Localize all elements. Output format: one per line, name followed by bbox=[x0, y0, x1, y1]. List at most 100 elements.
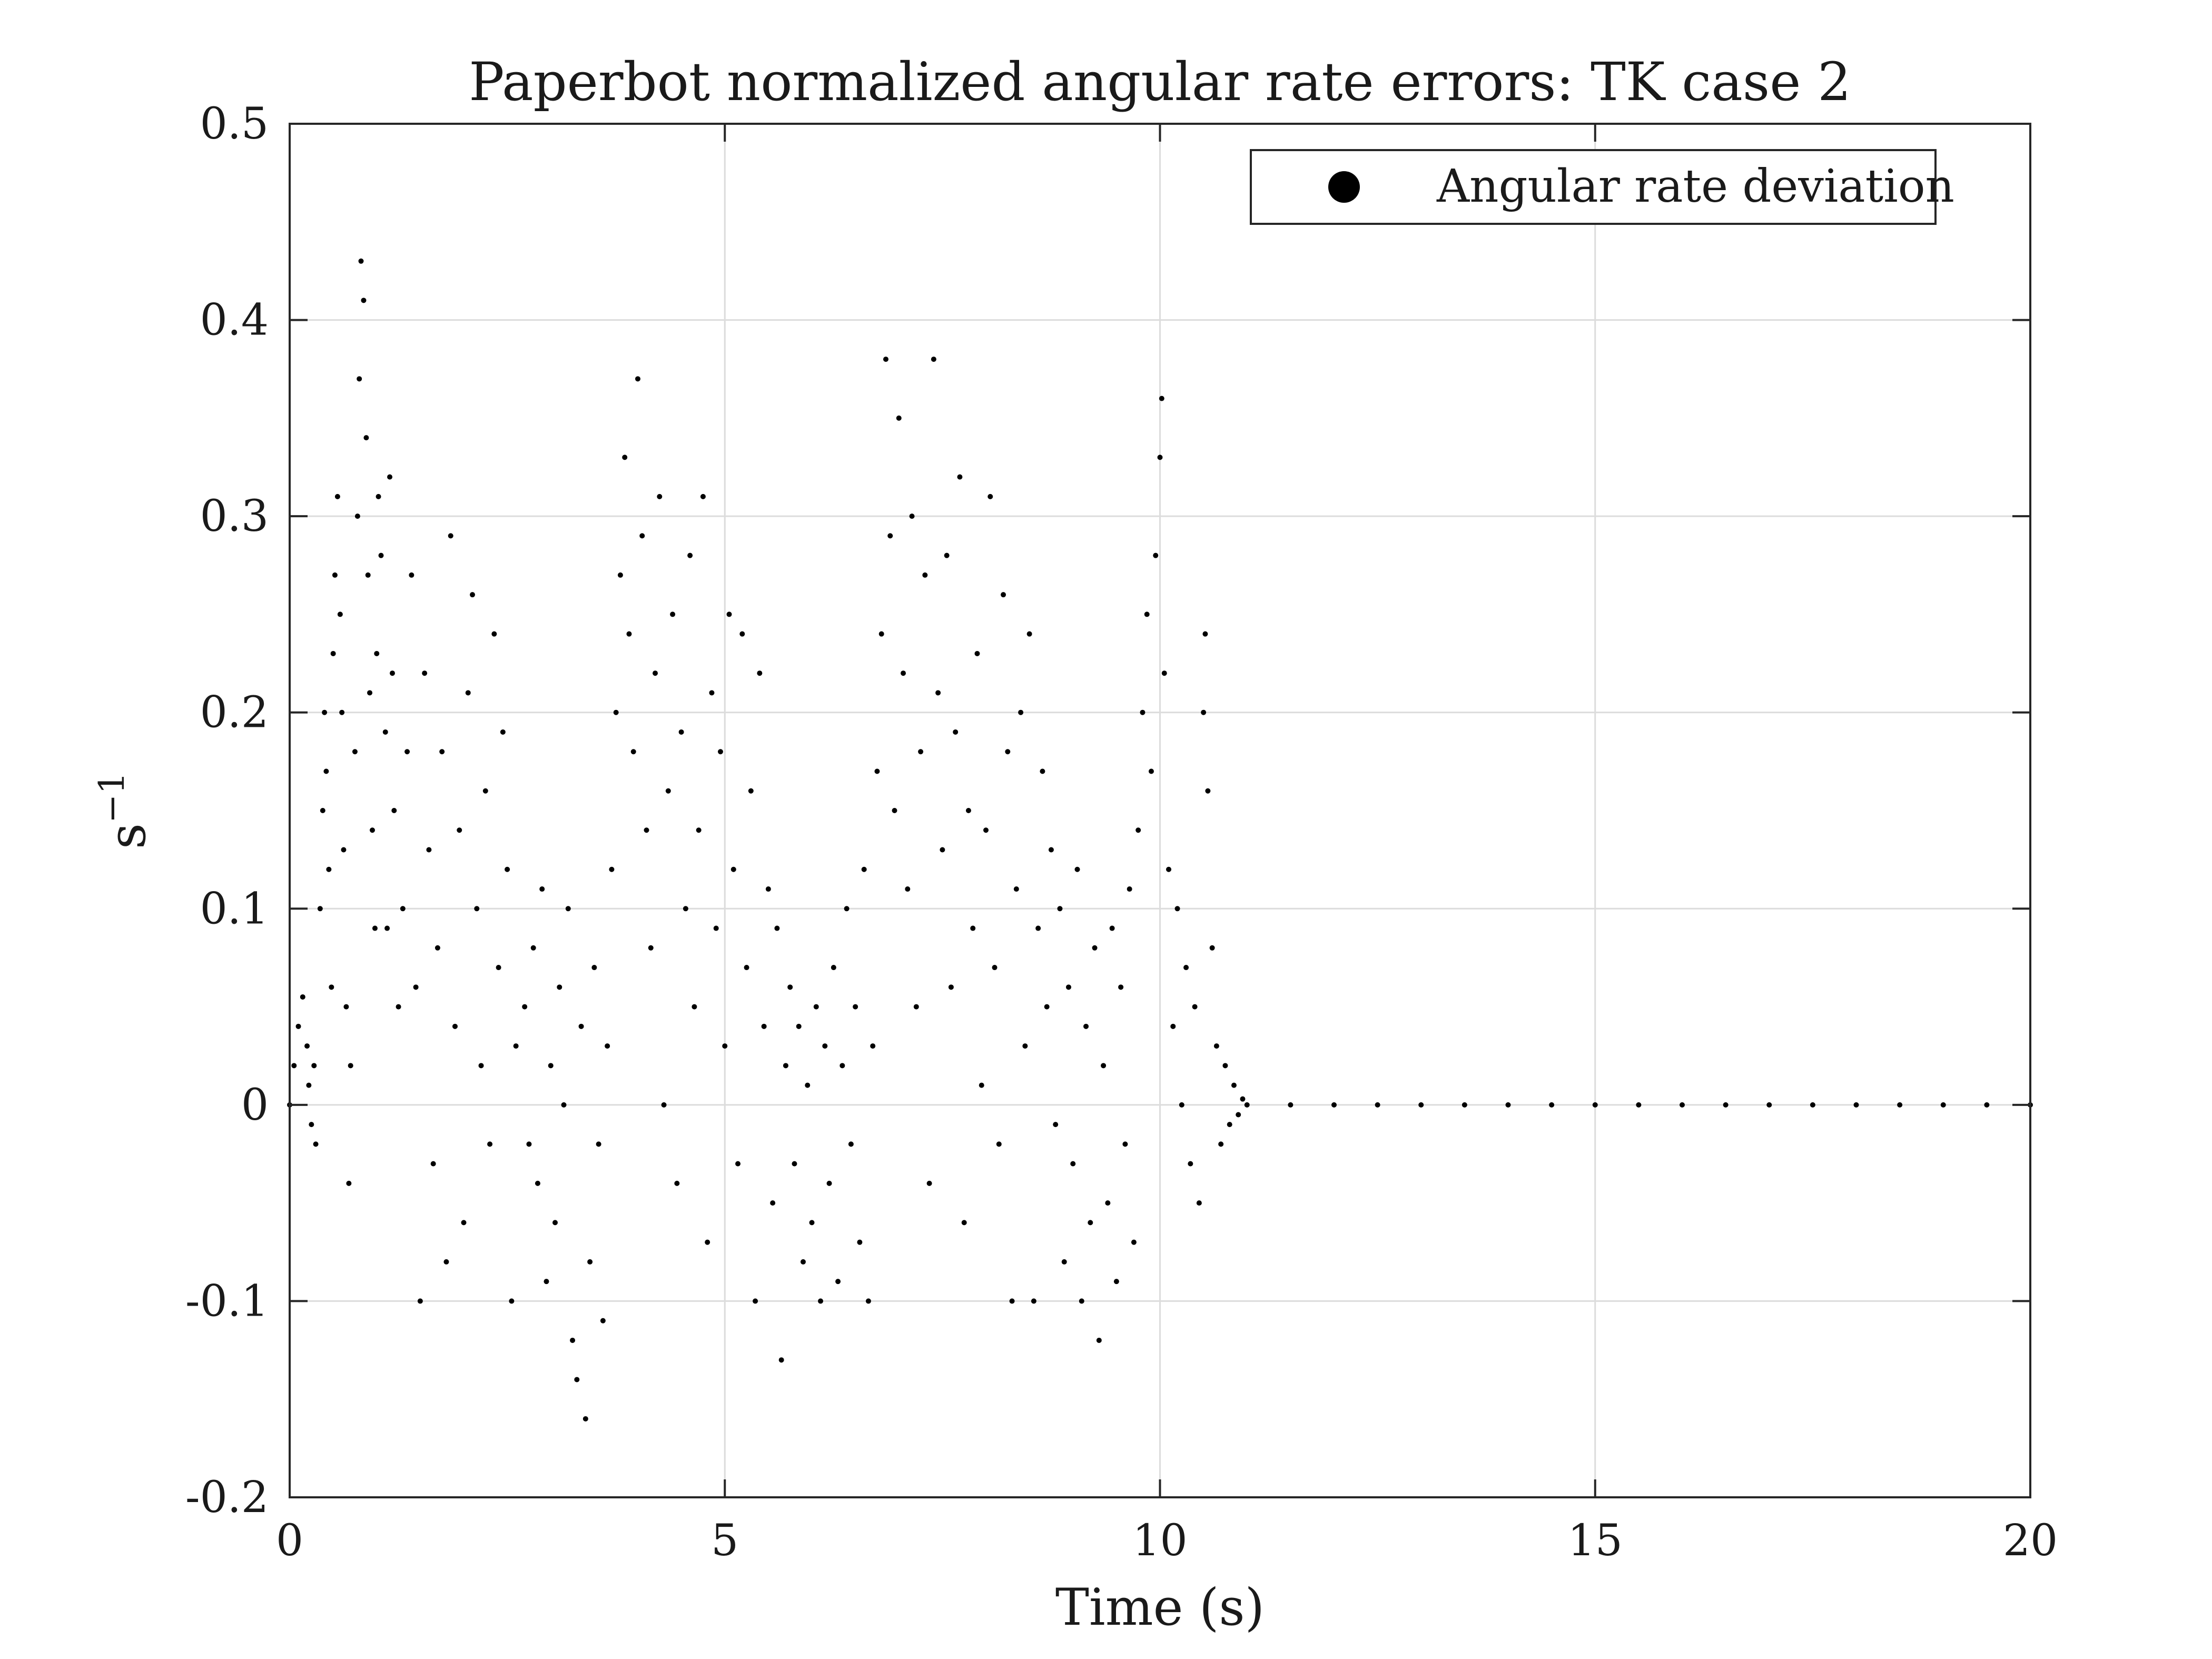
data-point bbox=[409, 572, 414, 578]
data-point bbox=[317, 906, 323, 912]
data-point bbox=[339, 709, 345, 715]
data-point bbox=[457, 827, 462, 833]
data-point bbox=[326, 866, 332, 872]
data-point bbox=[757, 670, 763, 676]
data-point bbox=[1092, 945, 1098, 951]
data-point bbox=[887, 533, 893, 539]
data-point bbox=[709, 690, 715, 696]
data-point bbox=[365, 572, 371, 578]
data-point bbox=[332, 572, 338, 578]
data-point bbox=[334, 493, 340, 499]
data-point bbox=[626, 631, 632, 637]
data-point bbox=[1065, 984, 1071, 990]
axis-ticks bbox=[289, 123, 2031, 1498]
data-point bbox=[1227, 1122, 1232, 1128]
data-point bbox=[1240, 1096, 1246, 1102]
data-point bbox=[323, 768, 329, 774]
data-point bbox=[1331, 1102, 1337, 1108]
data-point bbox=[918, 749, 924, 755]
data-point bbox=[548, 1063, 554, 1069]
data-point bbox=[1201, 709, 1207, 715]
data-point bbox=[1148, 768, 1154, 774]
data-point bbox=[478, 1063, 484, 1069]
data-point bbox=[653, 670, 658, 676]
data-point bbox=[369, 827, 375, 833]
data-point bbox=[426, 847, 432, 853]
y-tick-label: 0.3 bbox=[200, 491, 269, 541]
data-point bbox=[295, 1023, 301, 1029]
data-point bbox=[1196, 1200, 1202, 1206]
data-point bbox=[835, 1279, 841, 1285]
data-point bbox=[722, 1043, 728, 1049]
x-tick-label: 0 bbox=[276, 1516, 303, 1566]
data-point bbox=[1153, 552, 1159, 558]
data-point bbox=[1009, 1298, 1015, 1304]
x-axis-title: Time (s) bbox=[1055, 1578, 1265, 1637]
data-point bbox=[1040, 768, 1045, 774]
data-point bbox=[535, 1180, 540, 1186]
data-point bbox=[1131, 1239, 1137, 1245]
data-point bbox=[1083, 1023, 1089, 1029]
data-point bbox=[1157, 455, 1163, 460]
data-point bbox=[805, 1082, 811, 1088]
data-point bbox=[1418, 1102, 1424, 1108]
data-point bbox=[337, 611, 343, 617]
data-point bbox=[1984, 1102, 1990, 1108]
data-point bbox=[635, 376, 640, 382]
data-point bbox=[552, 1220, 558, 1226]
data-point bbox=[726, 611, 732, 617]
data-point bbox=[974, 650, 980, 656]
data-point bbox=[1135, 827, 1141, 833]
data-point bbox=[1057, 906, 1063, 912]
data-point bbox=[1118, 984, 1124, 990]
data-point bbox=[905, 886, 911, 892]
data-point bbox=[1053, 1122, 1059, 1128]
data-point bbox=[1897, 1102, 1903, 1108]
y-tick-label: -0.2 bbox=[185, 1473, 269, 1523]
data-point bbox=[391, 808, 397, 813]
data-point bbox=[561, 1102, 567, 1108]
data-point bbox=[452, 1023, 458, 1029]
data-point bbox=[557, 984, 562, 990]
y-axis-title-text: s−1 bbox=[92, 772, 157, 850]
data-point bbox=[1853, 1102, 1859, 1108]
data-point bbox=[778, 1357, 784, 1363]
data-point bbox=[1213, 1043, 1219, 1049]
data-point bbox=[1088, 1220, 1093, 1226]
data-point bbox=[901, 670, 906, 676]
data-point bbox=[348, 1063, 353, 1069]
x-tick-label: 5 bbox=[711, 1516, 738, 1566]
data-point bbox=[363, 435, 369, 441]
data-point bbox=[361, 298, 367, 303]
data-point bbox=[1031, 1298, 1036, 1304]
data-point bbox=[387, 474, 393, 480]
data-point bbox=[1505, 1102, 1511, 1108]
data-point bbox=[367, 690, 373, 696]
data-point bbox=[613, 709, 619, 715]
data-point bbox=[1018, 709, 1024, 715]
data-point bbox=[983, 827, 989, 833]
data-point bbox=[1192, 1004, 1198, 1010]
legend-marker bbox=[1328, 171, 1360, 203]
data-point bbox=[496, 965, 501, 971]
data-point bbox=[565, 906, 571, 912]
data-point bbox=[396, 1004, 401, 1010]
y-axis-title-exponent: −1 bbox=[92, 772, 132, 823]
data-point bbox=[1001, 592, 1006, 598]
data-point bbox=[384, 925, 390, 931]
data-point bbox=[713, 925, 719, 931]
data-point bbox=[400, 906, 406, 912]
data-point bbox=[509, 1298, 515, 1304]
data-point bbox=[818, 1298, 824, 1304]
data-point bbox=[341, 847, 347, 853]
data-point bbox=[931, 357, 936, 362]
data-point bbox=[1723, 1102, 1729, 1108]
data-point bbox=[574, 1377, 580, 1382]
data-point bbox=[491, 631, 497, 637]
data-point bbox=[770, 1200, 776, 1206]
data-point bbox=[979, 1082, 984, 1088]
data-point bbox=[354, 514, 360, 519]
data-point bbox=[730, 866, 736, 872]
legend: Angular rate deviation bbox=[1250, 149, 1954, 225]
data-point bbox=[434, 945, 440, 951]
